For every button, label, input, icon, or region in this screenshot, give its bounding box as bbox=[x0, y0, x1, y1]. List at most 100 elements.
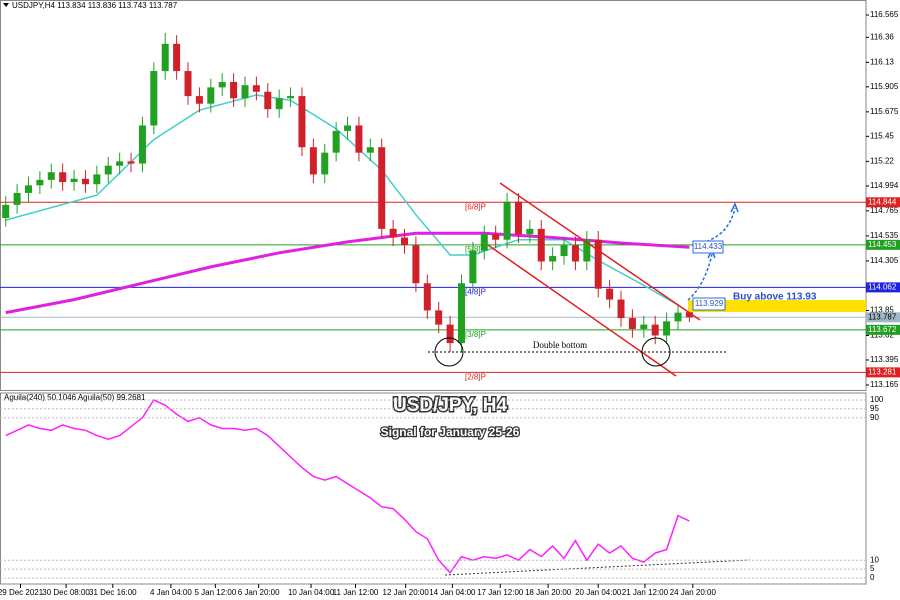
candle-body bbox=[628, 318, 636, 329]
candle-body bbox=[583, 239, 591, 262]
y-tick-label: 116.565 bbox=[870, 10, 899, 19]
candle-body bbox=[241, 85, 249, 99]
candle-body bbox=[514, 201, 522, 235]
candle-body bbox=[435, 310, 443, 325]
x-tick-label: 29 Dec 2021 bbox=[0, 588, 44, 597]
candle-body bbox=[423, 283, 431, 311]
indicator-panel bbox=[0, 392, 867, 585]
level-label: 114.062 bbox=[868, 282, 897, 291]
channel-lower bbox=[487, 244, 677, 377]
candle-body bbox=[492, 234, 500, 240]
candle-body bbox=[503, 201, 511, 240]
indicator-tick-label: 100 bbox=[870, 395, 884, 404]
candle-body bbox=[526, 228, 534, 235]
x-tick-label: 12 Jan 20:00 bbox=[383, 588, 430, 597]
entry-box bbox=[692, 297, 726, 311]
candle-body bbox=[617, 299, 625, 319]
candle-body bbox=[138, 125, 146, 164]
level-label: 114.453 bbox=[868, 240, 897, 249]
buy-label: Buy above 113.93 bbox=[733, 292, 817, 303]
x-tick-label: 31 Dec 16:00 bbox=[89, 588, 137, 597]
y-tick-label: 115.45 bbox=[870, 131, 894, 140]
level-tag: [2/8]P bbox=[465, 372, 486, 381]
candle-body bbox=[480, 234, 488, 251]
candle-body bbox=[81, 178, 89, 185]
x-tick-label: 10 Jan 04:00 bbox=[288, 588, 335, 597]
level-label: 113.281 bbox=[868, 367, 897, 376]
candle-body bbox=[264, 91, 272, 110]
candle-body bbox=[606, 288, 614, 300]
indicator-header: Aguila(240) 50.1046 Aguila(50) 99.2681 bbox=[4, 393, 146, 402]
candle-body bbox=[366, 147, 374, 153]
candle-body bbox=[663, 321, 671, 336]
level-tag: [4/8]P bbox=[465, 287, 486, 296]
candle-body bbox=[344, 125, 352, 131]
bottom-circle bbox=[434, 337, 464, 367]
candle-body bbox=[537, 228, 545, 262]
candle-body bbox=[309, 147, 317, 175]
target-label: 114.433 bbox=[694, 242, 723, 251]
header: USDJPY,H4 113.834 113.836 113.743 113.78… bbox=[12, 1, 178, 10]
indicator-tick-label: 95 bbox=[870, 404, 879, 413]
y-tick-label: 113.395 bbox=[870, 355, 899, 364]
candle-body bbox=[469, 250, 477, 284]
candle-body bbox=[446, 324, 454, 344]
candle-body bbox=[104, 165, 112, 175]
entry-label: 113.929 bbox=[695, 299, 724, 308]
candle-body bbox=[549, 256, 557, 262]
candle-body bbox=[127, 161, 135, 164]
x-tick-label: 6 Jan 20:00 bbox=[238, 588, 280, 597]
indicator-tick-label: 5 bbox=[870, 564, 875, 573]
candle-body bbox=[47, 172, 55, 180]
indicator-tick-label: 0 bbox=[870, 573, 875, 582]
candle-body bbox=[287, 96, 295, 99]
level-tag: [5/8]P bbox=[465, 245, 486, 254]
target-box bbox=[692, 240, 724, 254]
buy-zone bbox=[688, 300, 866, 312]
y-tick-label: 115.905 bbox=[870, 82, 899, 91]
y-tick-label: 116.13 bbox=[870, 57, 894, 66]
indicator-trendline bbox=[444, 559, 751, 576]
target-arrow bbox=[687, 253, 713, 301]
candle-body bbox=[355, 125, 363, 153]
candle-body bbox=[412, 245, 420, 284]
y-tick-label: 113.165 bbox=[870, 380, 899, 389]
candle-body bbox=[401, 237, 409, 246]
candle-body bbox=[173, 43, 181, 72]
indicator-tick-label: 90 bbox=[870, 413, 879, 422]
candle-body bbox=[36, 179, 44, 186]
level-tag: [6/8]P bbox=[465, 202, 486, 211]
x-tick-label: 17 Jan 12:00 bbox=[477, 588, 524, 597]
y-tick-label: 113.85 bbox=[870, 306, 894, 315]
x-tick-label: 21 Jan 12:00 bbox=[622, 588, 669, 597]
candle-body bbox=[674, 312, 682, 322]
menu-arrow bbox=[3, 3, 9, 7]
candle-body bbox=[298, 96, 306, 148]
candle-body bbox=[651, 324, 659, 336]
x-tick-label: 14 Jan 04:00 bbox=[429, 588, 476, 597]
candle-body bbox=[218, 81, 226, 88]
candle-body bbox=[560, 245, 568, 257]
moving-average bbox=[5, 94, 679, 306]
chart-subtitle: Signal for January 25-26 bbox=[381, 425, 520, 439]
x-tick-label: 5 Jan 12:00 bbox=[194, 588, 236, 597]
candle-body bbox=[161, 43, 169, 72]
x-tick-label: 20 Jan 04:00 bbox=[575, 588, 622, 597]
candle-body bbox=[640, 324, 648, 329]
y-tick-label: 115.675 bbox=[870, 107, 899, 116]
candle-body bbox=[321, 152, 329, 175]
candle-body bbox=[13, 192, 21, 205]
x-tick-label: 4 Jan 04:00 bbox=[150, 588, 192, 597]
double-bottom-label: Double bottom bbox=[533, 340, 587, 350]
candle-body bbox=[195, 96, 203, 104]
candle-body bbox=[457, 283, 465, 344]
candle-body bbox=[150, 71, 158, 126]
candle-body bbox=[207, 87, 215, 104]
level-label-bg bbox=[866, 282, 900, 293]
level-tag: [3/8]P bbox=[465, 330, 486, 339]
arrow-head bbox=[730, 202, 739, 213]
level-label: 113.672 bbox=[868, 325, 897, 334]
candle-body bbox=[24, 185, 32, 193]
level-label-bg bbox=[866, 239, 900, 250]
